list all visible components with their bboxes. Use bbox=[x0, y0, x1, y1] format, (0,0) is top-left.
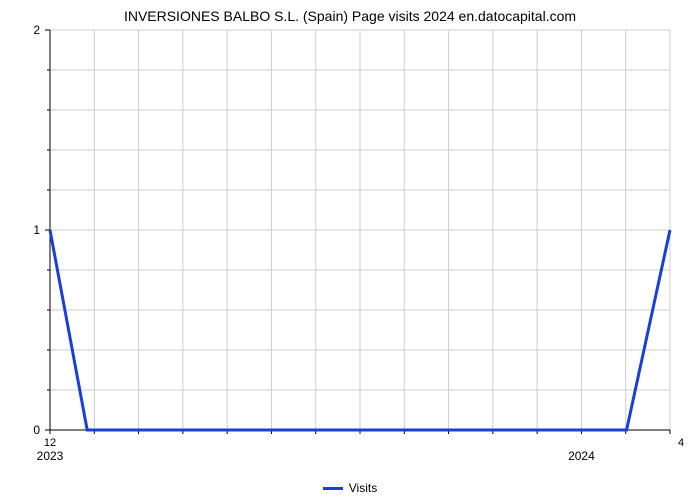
svg-text:2: 2 bbox=[33, 23, 40, 37]
legend-label: Visits bbox=[349, 481, 377, 495]
svg-text:0: 0 bbox=[33, 423, 40, 437]
svg-text:2024: 2024 bbox=[568, 449, 595, 463]
legend: Visits bbox=[0, 481, 700, 495]
chart-container: INVERSIONES BALBO S.L. (Spain) Page visi… bbox=[0, 0, 700, 500]
chart-svg: 01212202320244 bbox=[0, 0, 700, 500]
svg-text:2023: 2023 bbox=[37, 449, 64, 463]
svg-text:12: 12 bbox=[44, 437, 56, 449]
svg-text:1: 1 bbox=[33, 223, 40, 237]
svg-text:4: 4 bbox=[678, 437, 684, 449]
legend-line bbox=[323, 487, 343, 490]
